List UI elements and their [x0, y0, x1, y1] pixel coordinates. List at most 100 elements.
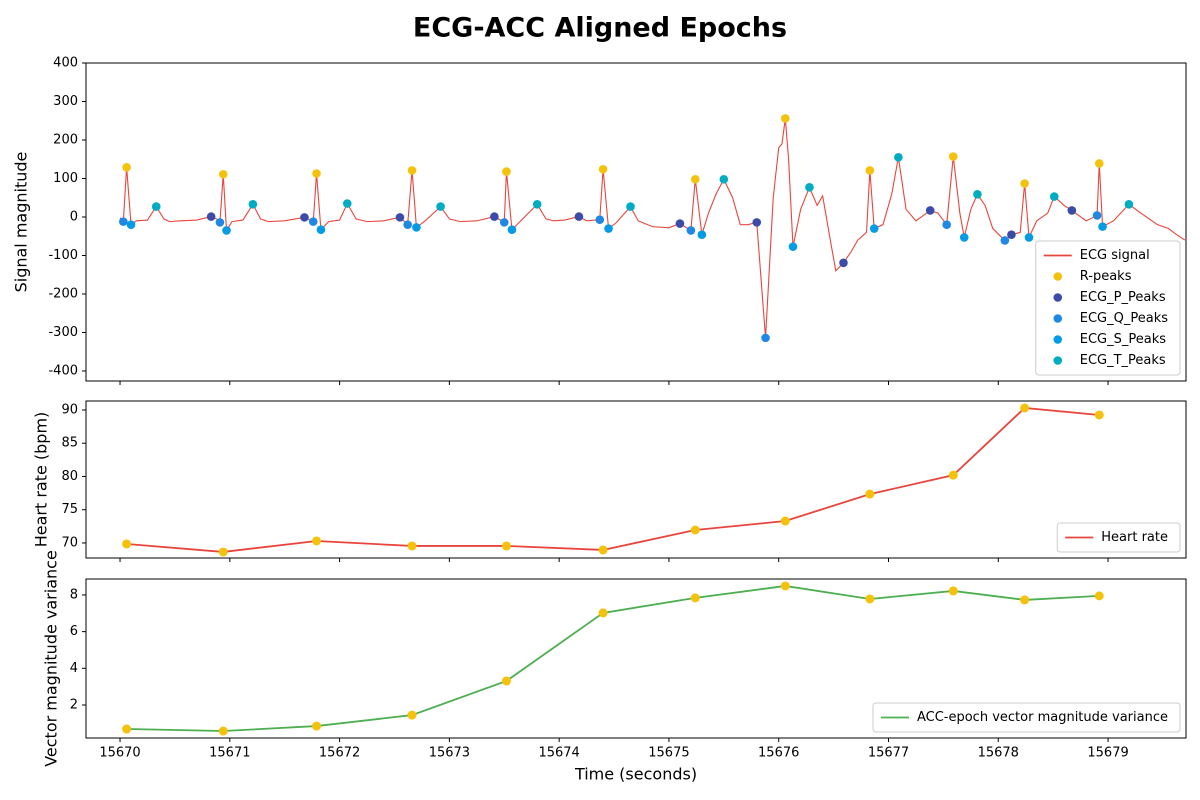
- peak-marker: [675, 219, 685, 228]
- peak-marker: [218, 169, 228, 179]
- point-marker: [122, 539, 132, 549]
- peak-marker: [894, 153, 903, 162]
- point-marker: [122, 724, 132, 734]
- legend-handle: [1053, 314, 1063, 323]
- point-marker: [780, 581, 790, 591]
- peak-marker: [1024, 233, 1034, 242]
- peak-marker: [942, 220, 951, 229]
- y-tick-label: 300: [53, 94, 78, 109]
- point-marker: [948, 586, 958, 596]
- legend: Heart rate: [1056, 522, 1181, 553]
- x-tick-label: 15670: [99, 746, 140, 761]
- x-tick-label: 15675: [648, 746, 689, 761]
- point-marker: [501, 676, 511, 686]
- point-marker: [948, 470, 958, 480]
- x-tick-label: 15671: [209, 746, 250, 761]
- point-marker: [312, 721, 322, 731]
- point-marker: [501, 541, 511, 551]
- peak-marker: [1098, 222, 1107, 231]
- y-axis-label: Signal magnitude: [12, 152, 31, 293]
- point-marker: [1020, 403, 1030, 413]
- axes-frame: [85, 62, 1187, 382]
- legend-box: [1035, 240, 1181, 376]
- peak-marker: [151, 202, 161, 211]
- peak-marker: [412, 223, 421, 232]
- peak-marker: [574, 212, 584, 221]
- series-line: [126, 585, 1100, 732]
- point-marker: [1020, 595, 1030, 605]
- point-marker: [407, 710, 417, 720]
- peak-marker: [308, 217, 318, 226]
- y-tick-label: 70: [61, 535, 78, 550]
- peak-marker: [312, 169, 321, 178]
- peak-marker: [925, 206, 935, 215]
- peak-marker: [342, 199, 352, 208]
- y-tick-label: -300: [48, 325, 78, 340]
- legend-label: Heart rate: [1101, 530, 1168, 545]
- legend-label: ECG_T_Peaks: [1080, 353, 1166, 368]
- point-marker: [780, 516, 790, 526]
- peak-marker: [502, 167, 511, 176]
- legend-handle: [1053, 293, 1063, 302]
- peak-marker: [407, 166, 417, 175]
- peak-marker: [805, 183, 814, 192]
- peak-marker: [395, 213, 405, 222]
- peak-marker: [215, 218, 225, 227]
- y-tick-label: 80: [61, 469, 78, 484]
- y-tick-label: 400: [53, 56, 78, 71]
- y-tick-label: -400: [48, 363, 78, 378]
- y-tick-label: 0: [70, 209, 78, 224]
- peak-marker: [752, 218, 762, 227]
- peak-marker: [206, 212, 216, 221]
- y-tick-label: 200: [53, 132, 78, 147]
- peak-marker: [1124, 199, 1134, 209]
- peak-marker: [973, 189, 982, 199]
- point-marker: [407, 541, 417, 551]
- point-marker: [865, 489, 875, 499]
- peak-marker: [126, 220, 136, 229]
- x-tick-label: 15672: [319, 746, 360, 761]
- peak-marker: [1092, 211, 1102, 220]
- peak-marker: [1049, 192, 1059, 201]
- legend: ACC-epoch vector magnitude variance: [872, 702, 1181, 733]
- peak-marker: [119, 217, 128, 226]
- point-marker: [865, 594, 875, 604]
- peak-marker: [788, 242, 798, 251]
- point-marker: [690, 525, 700, 535]
- peak-marker: [686, 226, 696, 235]
- x-tick-label: 15676: [758, 746, 799, 761]
- peak-marker: [761, 333, 770, 343]
- peak-marker: [604, 224, 613, 233]
- x-tick-label: 15678: [978, 746, 1019, 761]
- point-marker: [1094, 410, 1104, 420]
- peak-marker: [869, 224, 879, 233]
- peak-marker: [122, 163, 131, 172]
- peak-marker: [248, 199, 258, 209]
- x-tick-label: 15677: [868, 746, 909, 761]
- y-tick-label: 90: [61, 402, 78, 417]
- y-tick-label: 75: [61, 502, 78, 517]
- peak-marker: [1007, 230, 1016, 240]
- peak-marker: [781, 114, 790, 123]
- peak-marker: [690, 174, 700, 184]
- peak-marker: [490, 212, 499, 221]
- y-tick-label: 4: [70, 661, 78, 676]
- y-tick-label: 85: [61, 436, 78, 451]
- legend-handle: [1053, 272, 1063, 281]
- peak-marker: [316, 225, 326, 234]
- legend-handle: [1053, 356, 1063, 365]
- peak-marker: [1067, 206, 1077, 215]
- y-axis-label: Vector magnitude variance: [42, 550, 61, 767]
- legend-label: R-peaks: [1080, 269, 1132, 284]
- y-tick-label: 100: [53, 171, 78, 186]
- series-line: [126, 407, 1100, 553]
- point-marker: [312, 536, 322, 546]
- peak-marker: [532, 199, 542, 209]
- peak-marker: [865, 166, 875, 175]
- peak-marker: [598, 164, 608, 174]
- legend-label: ECG_S_Peaks: [1080, 332, 1166, 347]
- x-axis-label: Time (seconds): [574, 765, 697, 784]
- peak-marker: [222, 226, 231, 235]
- x-tick-label: 15673: [429, 746, 470, 761]
